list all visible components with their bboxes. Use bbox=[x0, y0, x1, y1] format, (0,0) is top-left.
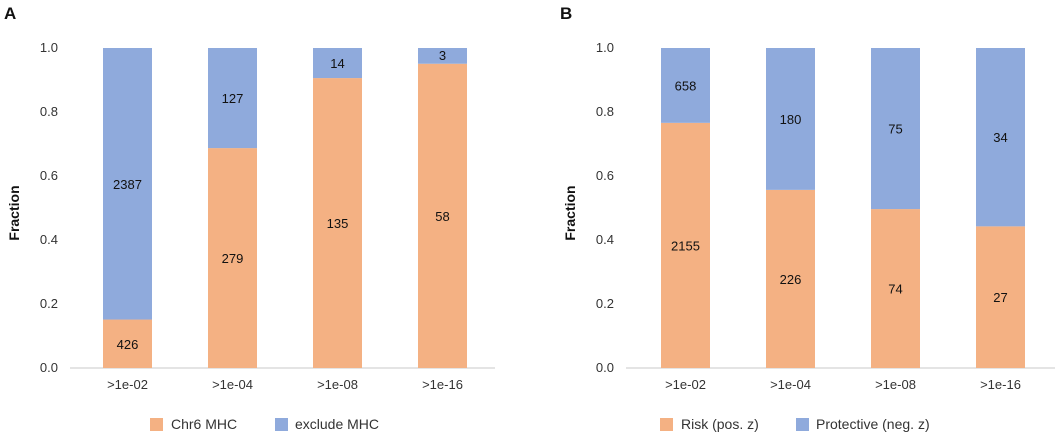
data-label: 127 bbox=[222, 91, 244, 106]
data-label: 75 bbox=[888, 122, 902, 137]
data-label: 58 bbox=[435, 209, 449, 224]
legend-label: Protective (neg. z) bbox=[816, 416, 930, 432]
y-tick-label: 1.0 bbox=[596, 40, 614, 55]
bar-series1 bbox=[313, 78, 362, 369]
legend-label: Chr6 MHC bbox=[171, 416, 237, 432]
data-label: 14 bbox=[330, 56, 344, 71]
legend-label: Risk (pos. z) bbox=[681, 416, 759, 432]
data-label: 135 bbox=[327, 216, 349, 231]
legend-swatch bbox=[796, 418, 809, 431]
y-tick-label: 0.6 bbox=[40, 168, 58, 183]
y-tick-label: 0.8 bbox=[40, 104, 58, 119]
panel-label: A bbox=[4, 4, 16, 23]
bar-series2 bbox=[418, 48, 467, 64]
x-tick-label: >1e-08 bbox=[317, 377, 358, 392]
y-tick-label: 0.8 bbox=[596, 104, 614, 119]
legend-swatch bbox=[660, 418, 673, 431]
bar-series1 bbox=[661, 122, 710, 368]
bar-series1 bbox=[871, 209, 920, 368]
panel-label: B bbox=[560, 4, 572, 23]
y-tick-label: 0.0 bbox=[40, 360, 58, 375]
bar-series2 bbox=[103, 48, 152, 320]
y-tick-label: 0.0 bbox=[596, 360, 614, 375]
data-label: 27 bbox=[993, 290, 1007, 305]
x-tick-label: >1e-16 bbox=[422, 377, 463, 392]
bar-series1 bbox=[208, 148, 257, 368]
data-label: 658 bbox=[675, 78, 697, 93]
y-tick-label: 0.6 bbox=[596, 168, 614, 183]
bar-series2 bbox=[661, 48, 710, 123]
bar-series1 bbox=[103, 319, 152, 368]
bar-series2 bbox=[766, 48, 815, 190]
bar-series1 bbox=[418, 63, 467, 369]
bar-series2 bbox=[976, 48, 1025, 227]
bar-series2 bbox=[208, 48, 257, 149]
data-label: 34 bbox=[993, 130, 1007, 145]
y-axis-label: Fraction bbox=[6, 185, 22, 240]
x-tick-label: >1e-04 bbox=[212, 377, 253, 392]
bar-series1 bbox=[766, 189, 815, 368]
data-label: 2155 bbox=[671, 238, 700, 253]
legend-label: exclude MHC bbox=[295, 416, 379, 432]
legend-swatch bbox=[150, 418, 163, 431]
legend-swatch bbox=[275, 418, 288, 431]
data-label: 2387 bbox=[113, 177, 142, 192]
data-label: 279 bbox=[222, 251, 244, 266]
x-tick-label: >1e-04 bbox=[770, 377, 811, 392]
y-tick-label: 0.4 bbox=[40, 232, 58, 247]
data-label: 3 bbox=[439, 48, 446, 63]
y-tick-label: 0.4 bbox=[596, 232, 614, 247]
bar-series2 bbox=[313, 48, 362, 79]
bar-series1 bbox=[976, 226, 1025, 368]
data-label: 180 bbox=[780, 112, 802, 127]
data-label: 74 bbox=[888, 282, 902, 297]
x-tick-label: >1e-16 bbox=[980, 377, 1021, 392]
y-axis-label: Fraction bbox=[562, 185, 578, 240]
data-label: 226 bbox=[780, 272, 802, 287]
x-tick-label: >1e-02 bbox=[665, 377, 706, 392]
x-tick-label: >1e-02 bbox=[107, 377, 148, 392]
y-tick-label: 1.0 bbox=[40, 40, 58, 55]
data-label: 426 bbox=[117, 337, 139, 352]
y-tick-label: 0.2 bbox=[596, 296, 614, 311]
x-tick-label: >1e-08 bbox=[875, 377, 916, 392]
y-tick-label: 0.2 bbox=[40, 296, 58, 311]
bar-series2 bbox=[871, 48, 920, 210]
